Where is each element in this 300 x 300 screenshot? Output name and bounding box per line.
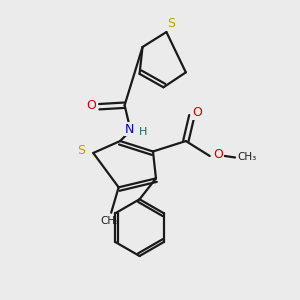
- Text: O: O: [213, 148, 223, 161]
- Text: S: S: [77, 143, 85, 157]
- Text: O: O: [192, 106, 202, 119]
- Text: CH₃: CH₃: [238, 152, 257, 163]
- Text: H: H: [139, 127, 147, 137]
- Text: N: N: [124, 123, 134, 136]
- Text: CH₃: CH₃: [100, 216, 119, 226]
- Text: S: S: [167, 16, 175, 30]
- Text: O: O: [86, 99, 96, 112]
